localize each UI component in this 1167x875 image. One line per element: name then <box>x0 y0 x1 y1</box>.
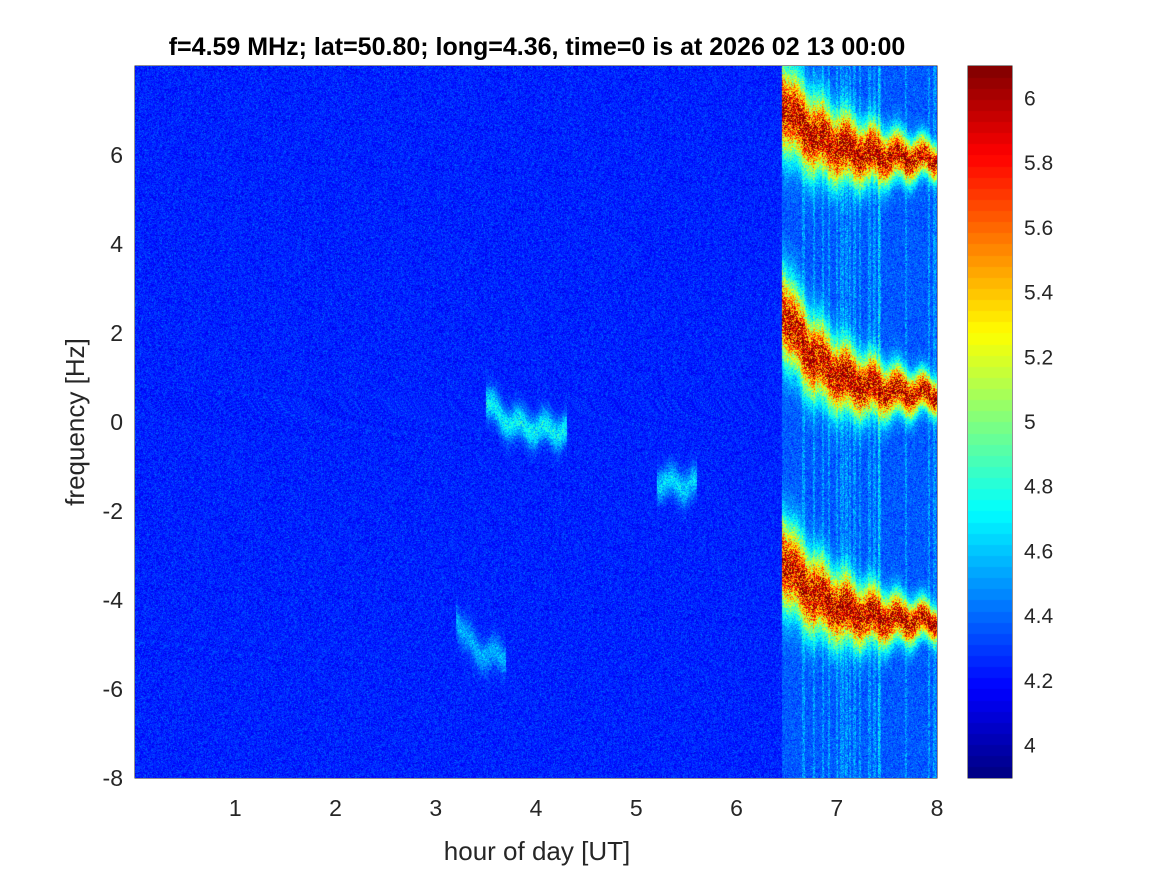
x-tick-label: 5 <box>630 795 643 821</box>
colorbar-tick-label: 4 <box>1024 735 1036 758</box>
y-axis-ticks: -8 -6 -4 -2 0 2 4 6 <box>103 142 143 791</box>
colorbar-tick-label: 5 <box>1024 411 1036 434</box>
y-tick-label: 2 <box>110 320 123 346</box>
y-tick-label: 0 <box>110 409 123 435</box>
y-tick-label: -2 <box>103 498 123 524</box>
spectrogram-heatmap <box>135 66 937 778</box>
colorbar-tick-label: 5.4 <box>1024 282 1054 305</box>
x-axis-label: hour of day [UT] <box>444 836 630 866</box>
colorbar-tick-label: 5.6 <box>1024 217 1053 240</box>
colorbar-tick-label: 4.6 <box>1024 540 1053 563</box>
y-tick-label: 4 <box>110 231 123 257</box>
colorbar-tick-label: 6 <box>1024 87 1036 110</box>
colorbar-tick-label: 4.4 <box>1024 605 1054 628</box>
chart-title: f=4.59 MHz; lat=50.80; long=4.36, time=0… <box>169 33 906 61</box>
y-tick-label: -4 <box>103 587 124 613</box>
y-tick-label: -6 <box>103 676 123 702</box>
y-axis-label: frequency [Hz] <box>60 338 90 506</box>
x-tick-label: 3 <box>429 795 442 821</box>
x-tick-label: 6 <box>730 795 743 821</box>
colorbar <box>968 66 1012 778</box>
colorbar-tick-label: 5.2 <box>1024 346 1053 369</box>
x-tick-label: 2 <box>329 795 342 821</box>
y-tick-label: -8 <box>103 765 123 791</box>
x-tick-label: 1 <box>229 795 242 821</box>
x-tick-label: 7 <box>830 795 843 821</box>
colorbar-ticks: 4 4.2 4.4 4.6 4.8 5 5.2 5.4 5.6 5.8 6 <box>1006 87 1054 758</box>
colorbar-tick-label: 4.8 <box>1024 476 1053 499</box>
y-tick-label: 6 <box>110 142 123 168</box>
x-tick-label: 4 <box>530 795 543 821</box>
x-tick-label: 8 <box>931 795 944 821</box>
colorbar-tick-label: 4.2 <box>1024 670 1053 693</box>
colorbar-tick-label: 5.8 <box>1024 152 1053 175</box>
